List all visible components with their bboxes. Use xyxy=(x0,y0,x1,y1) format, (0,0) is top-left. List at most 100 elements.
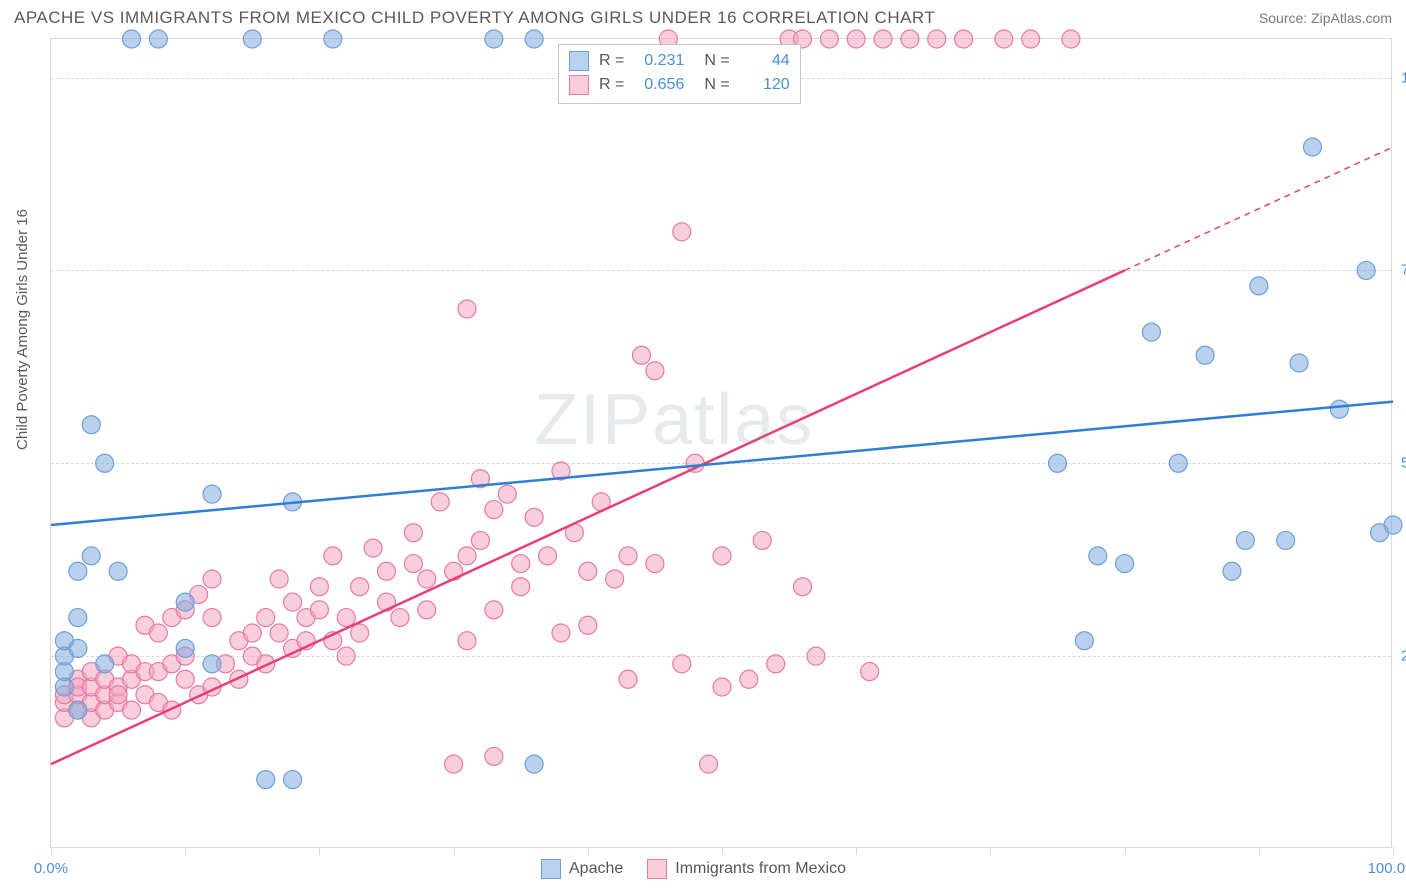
apache-point xyxy=(1303,138,1321,156)
apache-point xyxy=(149,30,167,48)
r-value: 0.231 xyxy=(630,52,684,70)
immigrants-point xyxy=(512,578,530,596)
immigrants-point xyxy=(203,609,221,627)
immigrants-point xyxy=(458,547,476,565)
apache-point xyxy=(1169,454,1187,472)
r-label: R = xyxy=(599,52,624,70)
immigrants-point xyxy=(794,578,812,596)
immigrants-point xyxy=(458,300,476,318)
apache-point xyxy=(69,701,87,719)
scatter-plot: 25.0%50.0%75.0%100.0%0.0%100.0%ZIPatlasR… xyxy=(50,38,1392,848)
immigrants-point xyxy=(270,624,288,642)
immigrants-point xyxy=(606,570,624,588)
immigrants-point xyxy=(337,609,355,627)
apache-point xyxy=(1196,346,1214,364)
apache-point xyxy=(525,30,543,48)
immigrants-point xyxy=(928,30,946,48)
apache-point xyxy=(257,771,275,789)
immigrants-point xyxy=(861,663,879,681)
legend-label: Apache xyxy=(569,860,623,878)
apache-point xyxy=(109,562,127,580)
immigrants-point xyxy=(619,547,637,565)
immigrants-point xyxy=(646,555,664,573)
immigrants-point xyxy=(713,678,731,696)
apache-point xyxy=(1250,277,1268,295)
immigrants-point xyxy=(1022,30,1040,48)
immigrants-point xyxy=(901,30,919,48)
immigrants-point xyxy=(284,593,302,611)
apache-point xyxy=(485,30,503,48)
immigrants-point xyxy=(176,670,194,688)
immigrants-point xyxy=(539,547,557,565)
legend-swatch xyxy=(569,51,589,71)
immigrants-point xyxy=(619,670,637,688)
immigrants-point xyxy=(740,670,758,688)
immigrants-point xyxy=(700,755,718,773)
trend-line xyxy=(51,270,1125,764)
apache-point xyxy=(1277,531,1295,549)
immigrants-point xyxy=(378,593,396,611)
apache-point xyxy=(82,416,100,434)
apache-point xyxy=(176,593,194,611)
immigrants-point xyxy=(404,524,422,542)
apache-point xyxy=(82,547,100,565)
x-tick xyxy=(1393,847,1394,855)
immigrants-point xyxy=(847,30,865,48)
apache-point xyxy=(176,639,194,657)
immigrants-point xyxy=(418,601,436,619)
y-tick-label: 100.0% xyxy=(1401,69,1406,86)
immigrants-point xyxy=(673,655,691,673)
chart-title: APACHE VS IMMIGRANTS FROM MEXICO CHILD P… xyxy=(14,8,935,28)
immigrants-point xyxy=(874,30,892,48)
immigrants-point xyxy=(404,555,422,573)
y-tick-label: 75.0% xyxy=(1401,262,1406,279)
immigrants-point xyxy=(458,632,476,650)
immigrants-point xyxy=(579,616,597,634)
legend-label: Immigrants from Mexico xyxy=(675,860,846,878)
apache-point xyxy=(96,655,114,673)
immigrants-point xyxy=(337,647,355,665)
series-legend: Apache Immigrants from Mexico xyxy=(541,859,846,879)
legend-swatch xyxy=(541,859,561,879)
immigrants-point xyxy=(673,223,691,241)
apache-point xyxy=(1290,354,1308,372)
immigrants-point xyxy=(364,539,382,557)
apache-point xyxy=(1075,632,1093,650)
immigrants-point xyxy=(471,531,489,549)
immigrants-point xyxy=(310,578,328,596)
y-axis-label: Child Poverty Among Girls Under 16 xyxy=(14,209,31,450)
y-tick-label: 50.0% xyxy=(1401,455,1406,472)
immigrants-point xyxy=(391,609,409,627)
immigrants-point xyxy=(713,547,731,565)
apache-point xyxy=(69,562,87,580)
immigrants-point xyxy=(431,493,449,511)
apache-point xyxy=(203,655,221,673)
trend-line xyxy=(51,402,1393,525)
apache-point xyxy=(69,609,87,627)
apache-point xyxy=(69,639,87,657)
legend-swatch xyxy=(569,75,589,95)
apache-point xyxy=(1089,547,1107,565)
apache-point xyxy=(203,485,221,503)
apache-point xyxy=(1223,562,1241,580)
immigrants-point xyxy=(632,346,650,364)
apache-point xyxy=(1142,323,1160,341)
immigrants-point xyxy=(579,562,597,580)
n-label: N = xyxy=(704,52,729,70)
apache-point xyxy=(1357,261,1375,279)
immigrants-point xyxy=(767,655,785,673)
r-label: R = xyxy=(599,76,624,94)
x-tick-label: 0.0% xyxy=(34,860,68,877)
x-tick-label: 100.0% xyxy=(1368,860,1406,877)
immigrants-point xyxy=(820,30,838,48)
immigrants-point xyxy=(753,531,771,549)
immigrants-point xyxy=(257,609,275,627)
legend-swatch xyxy=(647,859,667,879)
n-value: 44 xyxy=(736,52,790,70)
immigrants-point xyxy=(310,601,328,619)
immigrants-point xyxy=(203,570,221,588)
immigrants-point xyxy=(995,30,1013,48)
immigrants-point xyxy=(351,578,369,596)
immigrants-point xyxy=(243,624,261,642)
n-value: 120 xyxy=(736,76,790,94)
